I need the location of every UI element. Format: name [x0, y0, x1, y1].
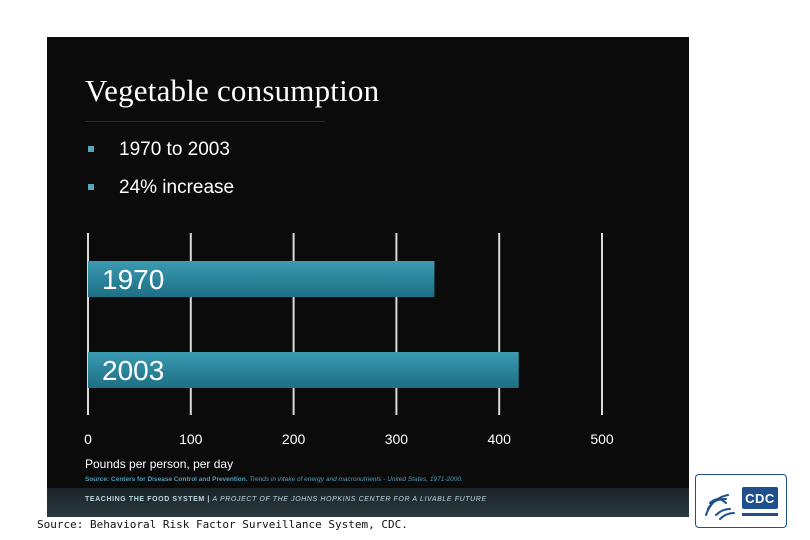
x-tick-label: 200: [282, 431, 306, 447]
square-bullet-icon: [88, 184, 94, 190]
cdc-badge: CDC: [742, 487, 778, 509]
source-note: Source: Centers for Disease Control and …: [85, 476, 463, 483]
cdc-logo: CDC: [695, 474, 787, 528]
source-note-detail: Trends in intake of energy and macronutr…: [249, 476, 463, 483]
x-tick-label: 300: [385, 431, 409, 447]
footer-detail: A PROJECT OF THE JOHNS HOPKINS CENTER FO…: [212, 496, 487, 503]
cdc-badge-text: CDC: [745, 490, 775, 506]
bullet-text: 24% increase: [119, 177, 235, 198]
footer-text: TEACHING THE FOOD SYSTEM | A PROJECT OF …: [85, 496, 487, 503]
cdc-underline: [742, 513, 778, 516]
source-note-lead: Source: Centers for Disease Control and …: [85, 476, 248, 483]
title-divider: [85, 121, 325, 122]
bar-category-label: 1970: [102, 264, 164, 295]
bar-chart: 0 100 200 300 400 500 1970 2003: [84, 233, 614, 447]
x-axis-label: Pounds per person, per day: [85, 457, 234, 471]
bar: [88, 261, 435, 297]
hhs-eagle-icon: [705, 494, 735, 520]
x-tick-label: 100: [179, 431, 203, 447]
slide: Vegetable consumption 1970 to 2003 24% i…: [47, 37, 689, 517]
caption: Source: Behavioral Risk Factor Surveilla…: [37, 518, 408, 531]
footer-lead: TEACHING THE FOOD SYSTEM: [85, 496, 205, 503]
bullet-text: 1970 to 2003: [119, 139, 230, 160]
bar: [88, 352, 519, 388]
footer-separator: |: [207, 496, 210, 503]
slide-title: Vegetable consumption: [85, 73, 380, 108]
x-tick-label: 0: [84, 431, 92, 447]
x-tick-label: 500: [590, 431, 614, 447]
footer-band: TEACHING THE FOOD SYSTEM | A PROJECT OF …: [47, 488, 689, 517]
bar-category-label: 2003: [102, 355, 164, 386]
x-tick-label: 400: [488, 431, 512, 447]
square-bullet-icon: [88, 146, 94, 152]
